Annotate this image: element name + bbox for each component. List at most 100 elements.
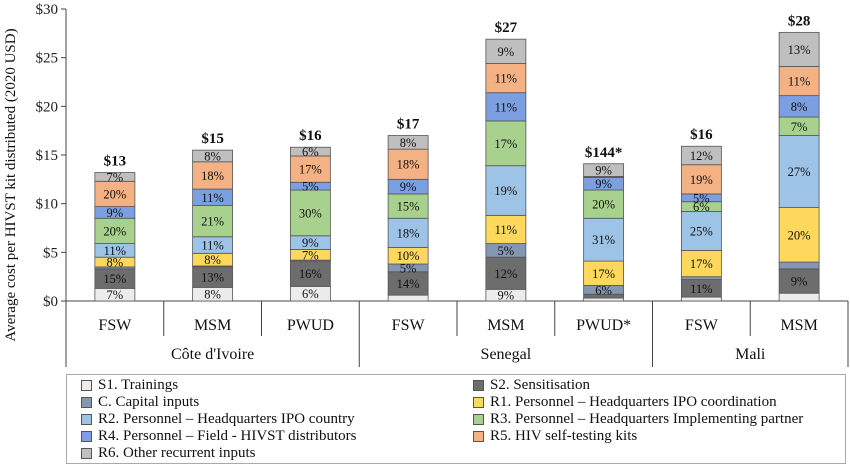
bar-segment <box>94 180 136 207</box>
segment-label: 9% <box>791 275 808 289</box>
bar-segment <box>485 38 527 64</box>
legend-swatch <box>473 380 484 391</box>
legend-item: C. Capital inputs <box>81 394 199 411</box>
bar-segment <box>485 165 527 216</box>
segment-label: 9% <box>107 206 124 220</box>
bar-segment <box>387 294 429 302</box>
x-category-label: MSM <box>194 317 231 334</box>
segment-label: 20% <box>592 198 615 212</box>
legend-label: R5. HIV self-testing kits <box>490 428 638 444</box>
bar-segment <box>680 276 722 280</box>
segment-label: 19% <box>690 173 713 187</box>
bar-segment <box>583 260 625 286</box>
legend-swatch <box>81 448 92 459</box>
legend-item: R4. Personnel – Field - HIVST distributo… <box>81 428 356 445</box>
segment-label: 9% <box>498 289 515 303</box>
y-tick-label: $25 <box>36 51 59 67</box>
bar-segment <box>387 193 429 219</box>
segment-label: 20% <box>103 224 126 238</box>
segment-label: 31% <box>592 233 615 247</box>
segment-label: 15% <box>103 272 126 286</box>
y-tick-label: $0 <box>43 294 58 310</box>
segment-label: 9% <box>400 180 417 194</box>
segment-label: 6% <box>693 200 710 214</box>
bar-total-label: $13 <box>104 154 127 170</box>
x-category-label: PWUD* <box>576 317 631 334</box>
segment-label: 13% <box>201 271 224 285</box>
bar-segment <box>778 135 820 208</box>
bar-segment <box>680 249 722 278</box>
legend-swatch <box>81 380 92 391</box>
bar-segment <box>192 205 234 238</box>
bar-segment <box>583 163 625 177</box>
y-tick-label: $10 <box>36 197 59 213</box>
segment-label: 8% <box>791 100 808 114</box>
stacked-bar-chart: $0 $5 $10 $15 $20 $25 $30 FSW MSM PWUD FSW MSM PWUD*… <box>3 2 849 367</box>
segment-label: 20% <box>103 187 126 201</box>
segment-label: 8% <box>204 253 221 267</box>
segment-label: 9% <box>302 236 319 250</box>
bar-segment <box>485 120 527 167</box>
bar-segment <box>778 66 820 97</box>
legend-label: R4. Personnel – Field - HIVST distributo… <box>98 428 357 444</box>
y-tick-label: $5 <box>43 245 58 261</box>
segment-label: 18% <box>397 158 420 172</box>
x-group-label: Côte d'Ivoire <box>171 346 254 363</box>
bar-total-label: $16 <box>299 128 322 144</box>
segment-label: 13% <box>788 43 811 57</box>
segment-label: 11% <box>201 191 223 205</box>
x-category-label: FSW <box>392 317 426 334</box>
bar-segment <box>289 146 331 157</box>
legend-item: S2. Sensitisation <box>473 377 590 394</box>
segment-label: 19% <box>494 184 517 198</box>
bar-segment <box>387 148 429 180</box>
bar-total-label: $17 <box>397 117 420 133</box>
legend-label: R6. Other recurrent inputs <box>98 445 256 461</box>
bar-labels: 7%15%8%11%20%9%20%7%$138%13%8%11%21%11%1… <box>103 13 810 302</box>
segment-label: 8% <box>400 136 417 150</box>
segment-label: 7% <box>302 248 319 262</box>
bar-segment <box>192 149 234 163</box>
x-group-label: Mali <box>735 346 766 363</box>
bar-segment <box>485 92 527 122</box>
legend-item: R1. Personnel – Headquarters IPO coordin… <box>473 394 777 411</box>
bar-segment <box>583 297 625 302</box>
segment-label: 9% <box>595 177 612 191</box>
segment-label: 11% <box>104 244 126 258</box>
segment-label: 11% <box>201 239 223 253</box>
legend-label: R1. Personnel – Headquarters IPO coordin… <box>490 394 777 410</box>
bar-segment <box>778 207 820 263</box>
segment-label: 9% <box>498 45 515 59</box>
bar-segment <box>94 172 136 182</box>
segment-label: 11% <box>495 100 517 114</box>
segment-label: 30% <box>299 206 322 220</box>
bar-total-label: $28 <box>788 13 811 29</box>
segment-label: 17% <box>299 163 322 177</box>
bars <box>94 31 820 302</box>
bar-segment <box>289 189 331 237</box>
legend-label: R3. Personnel – Headquarters Implementin… <box>490 411 804 427</box>
segment-label: 5% <box>693 191 710 205</box>
bar-total-label: $16 <box>690 127 713 143</box>
segment-label: 8% <box>107 256 124 270</box>
segment-label: 17% <box>494 137 517 151</box>
segment-label: 7% <box>107 170 124 184</box>
segment-label: 5% <box>302 180 319 194</box>
segment-label: 11% <box>788 75 810 89</box>
segment-label: 27% <box>788 165 811 179</box>
segment-label: 11% <box>495 223 517 237</box>
segment-label: 7% <box>107 288 124 302</box>
bar-segment <box>583 189 625 219</box>
axes: $0 $5 $10 $15 $20 $25 $30 FSW MSM PWUD FSW MSM PWUD*… <box>36 2 849 367</box>
segment-label: 16% <box>299 267 322 281</box>
legend-item: S1. Trainings <box>81 377 178 394</box>
segment-label: 5% <box>498 244 515 258</box>
y-axis-label: Average cost per HIVST kit distributed (… <box>3 28 19 341</box>
legend-item: R5. HIV self-testing kits <box>473 428 637 445</box>
legend-swatch <box>81 397 92 408</box>
bar-total-label: $27 <box>495 20 518 36</box>
segment-label: 6% <box>595 283 612 297</box>
segment-label: 18% <box>201 169 224 183</box>
bar-segment <box>94 217 136 244</box>
bar-segment <box>387 217 429 248</box>
